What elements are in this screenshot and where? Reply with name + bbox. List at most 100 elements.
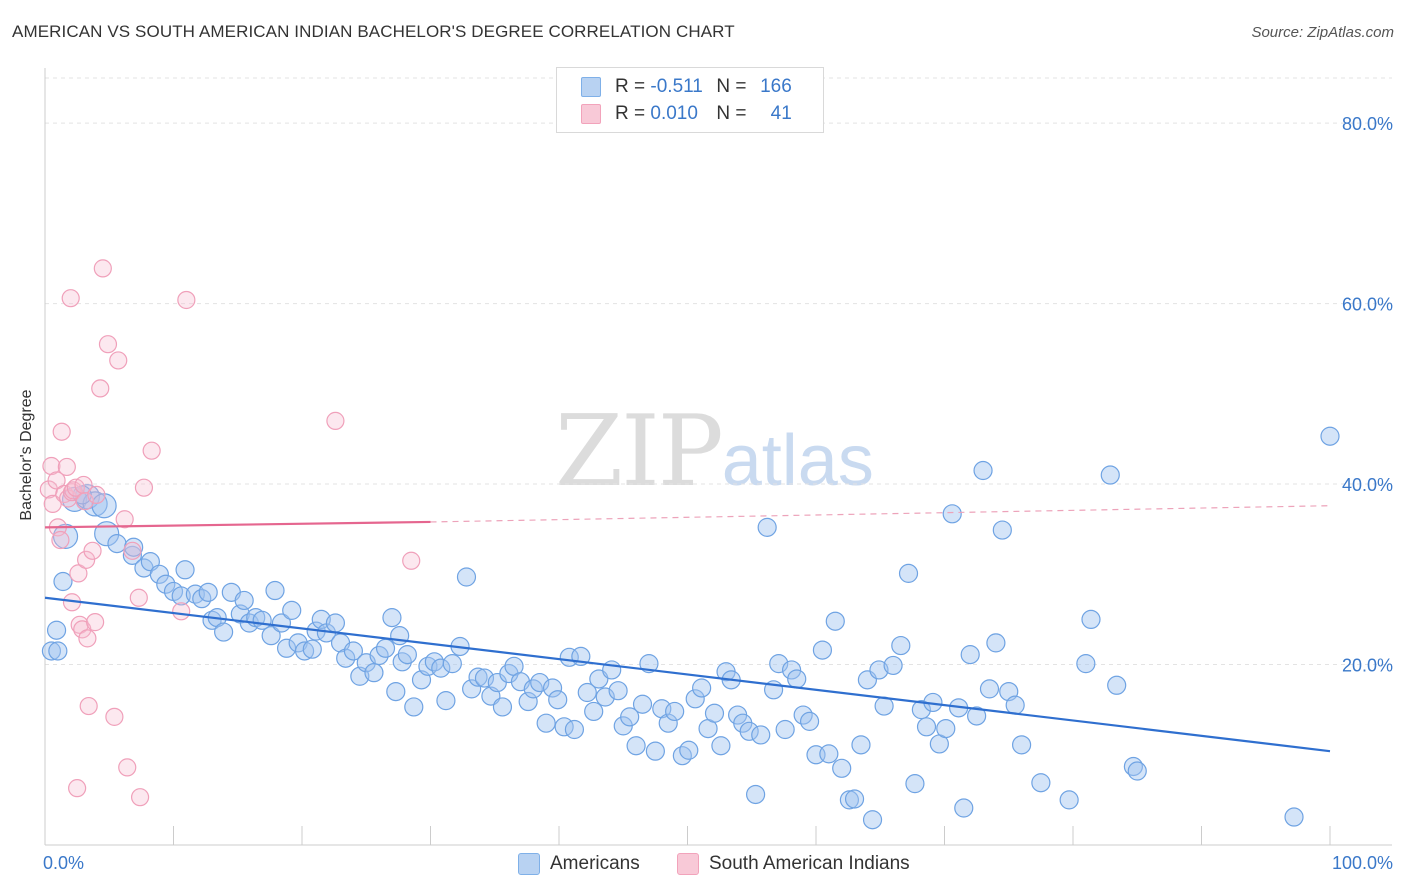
point-americans (1011, 735, 1032, 755)
point-americans (862, 810, 883, 830)
point-americans (665, 701, 685, 722)
point-americans (775, 719, 795, 740)
point-americans (757, 517, 777, 537)
point-americans (492, 697, 513, 717)
point-americans (746, 784, 766, 805)
point-americans (156, 574, 176, 594)
point-americans (639, 654, 659, 674)
legend-r-value-americans: -0.511 (650, 76, 703, 97)
point-americans (149, 564, 169, 584)
bottom-legend-label-south-american-indians: South American Indians (709, 853, 910, 874)
point-americans (542, 678, 563, 698)
point-south-american-indians (129, 588, 148, 607)
point-americans (48, 641, 68, 661)
bottom-legend-south-american-indians[interactable]: South American Indians (677, 850, 910, 878)
point-south-american-indians (105, 707, 124, 726)
point-americans (436, 691, 456, 711)
point-americans (960, 645, 980, 665)
point-americans (375, 638, 396, 658)
point-americans (979, 679, 1000, 699)
point-americans (530, 672, 550, 693)
point-americans (265, 580, 285, 601)
point-americans (386, 681, 406, 702)
point-americans (325, 613, 346, 633)
point-americans (53, 571, 73, 592)
point-americans (431, 658, 451, 678)
point-south-american-indians (78, 629, 97, 648)
point-americans (198, 582, 218, 602)
bottom-legend-swatch-south-american-indians (677, 853, 699, 875)
point-americans (869, 660, 889, 680)
point-americans (973, 460, 993, 481)
point-south-american-indians (68, 779, 87, 798)
point-americans (891, 635, 911, 656)
point-americans (294, 641, 315, 661)
point-south-american-indians (109, 351, 128, 370)
series-south-american-indians (39, 259, 421, 807)
point-south-american-indians (87, 485, 106, 504)
point-americans (679, 740, 699, 760)
point-americans (936, 718, 956, 739)
point-south-american-indians (79, 696, 98, 716)
axes (44, 68, 1392, 846)
point-americans (41, 641, 62, 661)
point-americans (343, 641, 363, 661)
point-americans (107, 534, 127, 554)
legend-row-south-american-indians: R = 0.010 N = 41 (581, 103, 792, 125)
point-americans (812, 640, 833, 660)
point-americans (404, 697, 424, 717)
point-south-american-indians (91, 379, 110, 398)
point-south-american-indians (98, 335, 118, 354)
point-americans (468, 667, 488, 687)
x-tick-label-max: 100.0% (1332, 853, 1393, 873)
point-americans (536, 713, 556, 733)
point-americans (1127, 761, 1147, 781)
point-americans (1031, 773, 1051, 793)
point-americans (462, 679, 482, 699)
point-americans (692, 678, 712, 698)
point-south-american-indians (47, 471, 66, 490)
point-americans (905, 774, 925, 794)
point-americans (986, 633, 1006, 653)
point-south-american-indians (172, 602, 191, 621)
point-americans (672, 746, 692, 766)
point-americans (261, 626, 281, 646)
watermark-atlas: atlas (721, 421, 874, 501)
point-south-american-indians (51, 530, 70, 550)
point-americans (46, 620, 67, 640)
point-americans (518, 691, 538, 712)
legend-row-americans: R = -0.511 N = 166 (581, 76, 792, 98)
point-south-american-indians (118, 758, 137, 777)
point-americans (992, 520, 1012, 540)
trend-lines (44, 505, 1331, 753)
point-americans (122, 545, 142, 565)
bottom-legend-americans[interactable]: Americans (518, 850, 640, 878)
point-americans (898, 563, 919, 583)
gridlines (45, 77, 1392, 666)
point-south-american-indians (93, 259, 112, 278)
point-americans (711, 736, 731, 756)
series-americans (41, 426, 1340, 830)
point-americans (608, 681, 628, 701)
point-americans (883, 655, 903, 676)
point-south-american-indians (142, 441, 161, 460)
point-americans (456, 567, 477, 587)
bottom-legend-swatch-americans (518, 853, 540, 875)
trend-line-south-american-indians (44, 520, 431, 529)
point-south-american-indians (83, 541, 102, 560)
point-americans (967, 706, 987, 726)
watermark: ZIPatlas (555, 395, 874, 509)
point-americans (787, 669, 807, 689)
point-americans (1107, 675, 1127, 695)
point-americans (825, 611, 845, 631)
point-americans (397, 645, 417, 665)
point-americans (739, 721, 759, 741)
legend-n-label: N = (716, 103, 747, 124)
point-americans (302, 639, 322, 659)
point-south-american-indians (64, 481, 83, 500)
point-americans (474, 668, 495, 688)
point-americans (282, 600, 302, 620)
point-americans (1284, 807, 1304, 827)
point-americans (1005, 695, 1025, 715)
point-americans (704, 703, 725, 723)
